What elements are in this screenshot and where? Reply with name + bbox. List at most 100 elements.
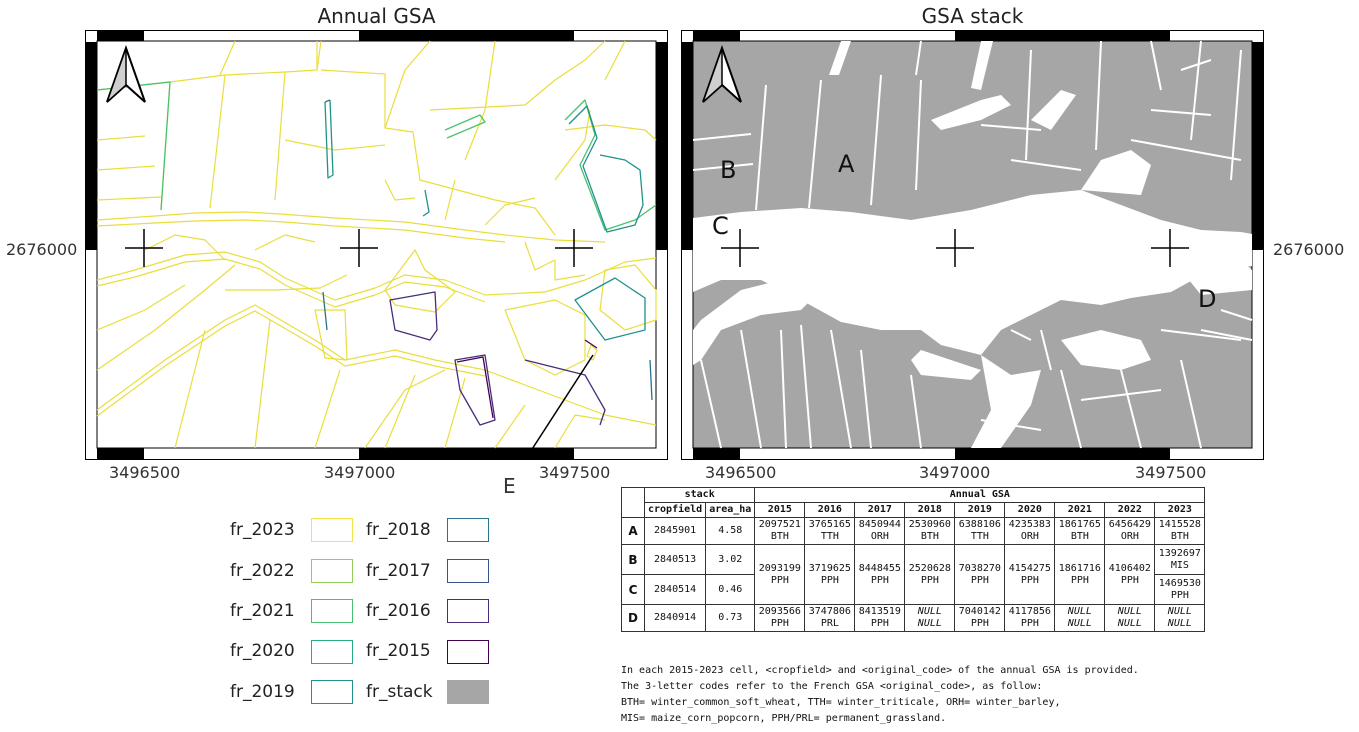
right-map-x-label-3: 3497500 [1135, 463, 1207, 482]
gsa-cell-null: NULL NULL [1104, 604, 1156, 632]
legend-swatch-fr-stack [447, 680, 489, 704]
field-label-b: B [720, 156, 737, 184]
table-note-4: MIS= maize_corn_popcorn, PPH/PRL= perman… [621, 713, 947, 724]
table-row-b: B 2840513 3.02 2093199 PPH 3719625 PPH 844… [621, 544, 1206, 605]
legend-label-fr-2017: fr_2017 [366, 561, 431, 581]
gsa-cell-shared: 2520628 PPH [904, 544, 956, 605]
gsa-cell: 4117856 PPH [1004, 604, 1056, 632]
left-map-title: Annual GSA [317, 4, 436, 28]
cropfield-cell: 2840514 [643, 574, 707, 605]
right-north-arrow-icon [702, 44, 742, 103]
legend-swatch-fr-2015 [447, 640, 489, 664]
table-row-a: A 2845901 4.58 2097521 BTH 3765165 TTH 845… [621, 517, 1206, 545]
table-header-group: stack Annual GSA [621, 487, 1206, 518]
legend-swatch-fr-2018 [447, 518, 489, 542]
table-note-2: The 3-letter codes refer to the French G… [621, 681, 1043, 692]
cropfield-cell: 2840914 [643, 604, 707, 632]
row-id: C [621, 574, 645, 605]
gsa-cell: 8413519 PPH [854, 604, 906, 632]
gsa-cell: 7040142 PPH [954, 604, 1006, 632]
legend-label-fr-2021: fr_2021 [230, 601, 295, 621]
legend-label-fr-2018: fr_2018 [366, 520, 431, 540]
gsa-cell: 2093566 PPH [754, 604, 806, 632]
gsa-cell: 2097521 BTH [754, 517, 806, 545]
area-cell: 4.58 [705, 517, 756, 545]
gsa-cell: 3765165 TTH [804, 517, 856, 545]
gsa-cell: 1469530 PPH [1154, 574, 1206, 605]
legend-label-fr-2020: fr_2020 [230, 641, 295, 661]
year-header: 2023 [1154, 502, 1206, 518]
legend-label-fr-2015: fr_2015 [366, 641, 431, 661]
legend-swatch-fr-2019 [311, 680, 353, 704]
cropfield-header: cropfield [643, 502, 707, 518]
gsa-table: stack Annual GSA cropfield area_ha 2015 … [621, 487, 1206, 632]
stack-header: stack [643, 487, 756, 503]
gsa-cell-null: NULL NULL [904, 604, 956, 632]
left-map-x-label-2: 3497000 [324, 463, 396, 482]
gsa-cell: 1415528 BTH [1154, 517, 1206, 545]
annual-gsa-header: Annual GSA [754, 487, 1206, 503]
gsa-cell: 6456429 ORH [1104, 517, 1156, 545]
legend-label-fr-2016: fr_2016 [366, 601, 431, 621]
callout-e-label: E [503, 474, 516, 498]
year-header: 2015 [754, 502, 806, 518]
right-map-title: GSA stack [921, 4, 1024, 28]
left-map-x-label-3: 3497500 [539, 463, 611, 482]
year-header: 2020 [1004, 502, 1056, 518]
field-label-c: C [712, 212, 729, 240]
gsa-cell-shared: 3719625 PPH [804, 544, 856, 605]
left-map-y-label: 2676000 [6, 240, 78, 259]
gsa-cell-shared: 1861716 PPH [1054, 544, 1106, 605]
table-row-c: C 2840514 0.46 1469530 PPH [621, 574, 1206, 605]
left-map-panel[interactable] [85, 30, 668, 460]
legend-swatch-fr-2017 [447, 559, 489, 583]
year-header: 2016 [804, 502, 856, 518]
gsa-cell: 6388106 TTH [954, 517, 1006, 545]
year-header: 2019 [954, 502, 1006, 518]
gsa-cell: 1861765 BTH [1054, 517, 1106, 545]
right-map-x-label-2: 3497000 [919, 463, 991, 482]
gsa-cell: 8450944 ORH [854, 517, 906, 545]
right-map-panel[interactable] [681, 30, 1264, 460]
year-header: 2018 [904, 502, 956, 518]
table-corner [621, 487, 645, 518]
legend-label-fr-2019: fr_2019 [230, 682, 295, 702]
gsa-cell-null: NULL NULL [1154, 604, 1206, 632]
gsa-cell-shared: 4106402 PPH [1104, 544, 1156, 605]
left-north-arrow-icon [106, 44, 146, 103]
area-cell: 3.02 [705, 544, 756, 575]
legend-label-fr-2023: fr_2023 [230, 520, 295, 540]
legend-swatch-fr-2023 [311, 518, 353, 542]
gsa-cell-null: NULL NULL [1054, 604, 1106, 632]
area-header: area_ha [705, 502, 756, 518]
table-row-d: D 2840914 0.73 2093566 PPH 3747806 PRL 841… [621, 604, 1206, 632]
table-header-row: cropfield area_ha 2015 2016 2017 2018 20… [622, 502, 1206, 518]
gsa-cell-shared: 8448455 PPH [854, 544, 906, 605]
row-id: A [621, 517, 645, 545]
gsa-cell: 4235383 ORH [1004, 517, 1056, 545]
cropfield-cell: 2840513 [643, 544, 707, 575]
left-map-x-label-1: 3496500 [109, 463, 181, 482]
table-note-1: In each 2015-2023 cell, <cropfield> and … [621, 665, 1139, 676]
cropfield-cell: 2845901 [643, 517, 707, 545]
gsa-cell-shared: 2093199 PPH [754, 544, 806, 605]
year-header: 2021 [1054, 502, 1106, 518]
gsa-cell-shared: 4154275 PPH [1004, 544, 1056, 605]
row-id: D [621, 604, 645, 632]
year-header: 2022 [1104, 502, 1156, 518]
gsa-cell: 2530960 BTH [904, 517, 956, 545]
area-cell: 0.46 [705, 574, 756, 605]
gsa-cell-shared: 7038270 PPH [954, 544, 1006, 605]
area-cell: 0.73 [705, 604, 756, 632]
legend-label-fr-stack: fr_stack [366, 682, 433, 702]
field-label-a: A [838, 150, 855, 178]
legend-label-fr-2022: fr_2022 [230, 561, 295, 581]
table-note-3: BTH= winter_common_soft_wheat, TTH= wint… [621, 697, 1061, 708]
legend-swatch-fr-2016 [447, 599, 489, 623]
right-map-y-label: 2676000 [1273, 240, 1345, 259]
field-label-d: D [1198, 285, 1217, 313]
year-header: 2017 [854, 502, 906, 518]
legend-swatch-fr-2021 [311, 599, 353, 623]
gsa-cell: 3747806 PRL [804, 604, 856, 632]
legend-swatch-fr-2020 [311, 640, 353, 664]
